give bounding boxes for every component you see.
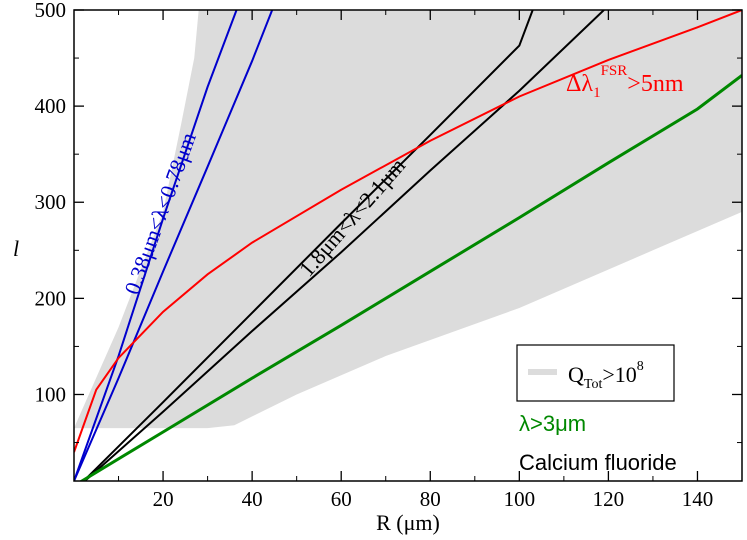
x-axis-ticks: 20 40 60 80 100 120 140	[118, 10, 714, 511]
x-tick-label: 140	[682, 487, 714, 511]
y-tick-label: 500	[35, 0, 67, 22]
series-line-1	[74, 10, 238, 481]
fsr-label-sub: 1	[593, 85, 601, 101]
legend-label-mid: >10	[602, 362, 636, 387]
legend-label: QTot>108	[568, 359, 644, 392]
y-tick-label: 100	[35, 382, 67, 406]
x-tick-label: 100	[504, 487, 536, 511]
plot-frame	[73, 9, 743, 482]
fsr-label-sup: FSR	[601, 63, 628, 79]
fsr-label-tail: >5nm	[627, 71, 684, 97]
x-tick-label: 60	[331, 487, 352, 511]
legend-label-sup: 8	[637, 359, 644, 374]
legend-label-sub: Tot	[584, 377, 603, 392]
series-line-3	[83, 10, 605, 481]
y-axis-ticks: 100 200 300 400 500	[35, 0, 742, 444]
y-tick-label: 400	[35, 94, 67, 118]
y-tick-label: 300	[35, 190, 67, 214]
series-line-0	[74, 10, 274, 481]
x-axis-title: R (μm)	[376, 510, 440, 535]
legend: QTot>108	[516, 344, 675, 402]
fsr-label: Δλ1FSR>5nm	[566, 63, 684, 101]
x-tick-label: 120	[593, 487, 625, 511]
y-axis-title: l	[13, 236, 19, 261]
material-label: Calcium fluoride	[519, 450, 677, 475]
mir-label: λ>3μm	[519, 411, 586, 436]
x-tick-label: 40	[242, 487, 263, 511]
x-tick-label: 20	[153, 487, 174, 511]
legend-label-main: Q	[568, 362, 584, 387]
series-group	[74, 10, 742, 481]
series-line-2	[82, 10, 534, 481]
series-line-4	[74, 10, 742, 453]
fsr-label-main: Δλ	[566, 71, 593, 97]
series-line-5	[79, 74, 742, 481]
x-tick-label: 80	[420, 487, 441, 511]
y-tick-label: 200	[35, 286, 67, 310]
